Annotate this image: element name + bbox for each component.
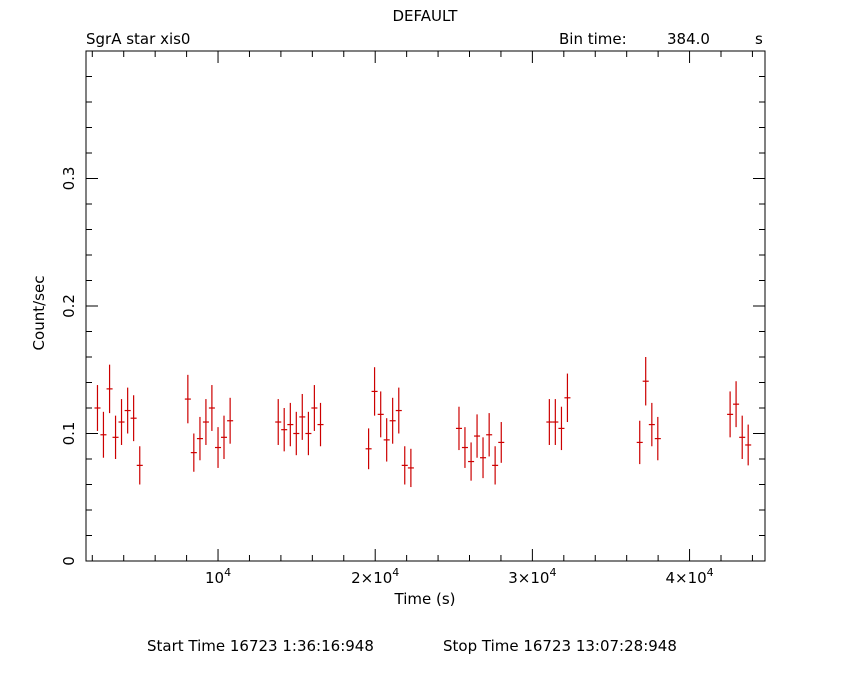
data-point <box>220 415 228 459</box>
data-point <box>136 446 143 485</box>
data-point <box>130 395 137 442</box>
data-point <box>461 427 468 468</box>
data-point <box>486 413 493 457</box>
start-time: Start Time 16723 1:36:16:948 <box>147 637 374 655</box>
y-tick-label: 0.2 <box>60 294 78 318</box>
source-name: SgrA star xis0 <box>86 30 191 48</box>
data-point <box>208 385 215 431</box>
data-point <box>727 391 734 438</box>
plot-frame <box>85 50 766 562</box>
data-point <box>739 415 746 459</box>
data-point <box>215 427 222 468</box>
data-point <box>498 422 505 463</box>
data-point <box>281 408 288 452</box>
bin-time-label: Bin time: <box>559 30 627 48</box>
data-point <box>365 428 372 470</box>
data-point <box>648 402 655 447</box>
chart-title: DEFAULT <box>392 7 458 25</box>
data-point <box>389 397 396 444</box>
data-point <box>383 418 390 462</box>
data-point <box>474 414 481 458</box>
data-point <box>546 399 553 445</box>
data-point <box>305 411 312 456</box>
data-point <box>377 391 384 438</box>
x-tick-label: 2×104 <box>351 566 399 587</box>
data-point <box>118 399 125 445</box>
data-point <box>311 385 318 431</box>
data-point <box>492 446 499 485</box>
data-point <box>287 402 294 447</box>
data-point <box>275 399 282 445</box>
data-point <box>112 415 119 459</box>
y-tick-label: 0 <box>60 556 78 566</box>
data-point <box>371 367 378 416</box>
data-point <box>94 385 101 431</box>
bin-time-unit: s <box>755 30 763 48</box>
data-point <box>745 424 752 466</box>
y-tick-label: 0.3 <box>60 167 78 191</box>
data-point <box>564 373 571 423</box>
data-point <box>642 357 649 406</box>
x-axis-label: Time (s) <box>394 590 456 608</box>
x-tick-label: 3×104 <box>508 566 556 587</box>
bin-time-value: 384.0 <box>667 30 710 48</box>
data-point <box>468 442 475 481</box>
data-point <box>558 406 565 451</box>
data-point <box>317 402 324 447</box>
y-axis-label: Count/sec <box>30 276 48 351</box>
data-point <box>455 406 462 451</box>
data-point <box>124 387 131 434</box>
stop-time: Stop Time 16723 13:07:28:948 <box>443 637 677 655</box>
data-point <box>733 381 740 428</box>
data-point <box>401 446 408 485</box>
data-point <box>299 393 306 440</box>
data-point <box>184 374 191 424</box>
x-tick-label: 4×104 <box>665 566 713 587</box>
x-tick-label: 104 <box>205 566 231 587</box>
data-point <box>407 448 414 488</box>
data-point <box>227 397 234 444</box>
data-point <box>636 420 643 465</box>
data-point <box>654 416 661 461</box>
data-point <box>480 437 487 479</box>
data-point <box>395 387 402 434</box>
data-point <box>552 399 559 445</box>
data-point <box>202 399 209 445</box>
data-point <box>190 433 197 472</box>
data-point <box>196 416 203 461</box>
data-point <box>100 411 107 458</box>
y-tick-label: 0.1 <box>60 422 78 446</box>
data-point <box>293 411 300 456</box>
data-point <box>106 364 113 414</box>
